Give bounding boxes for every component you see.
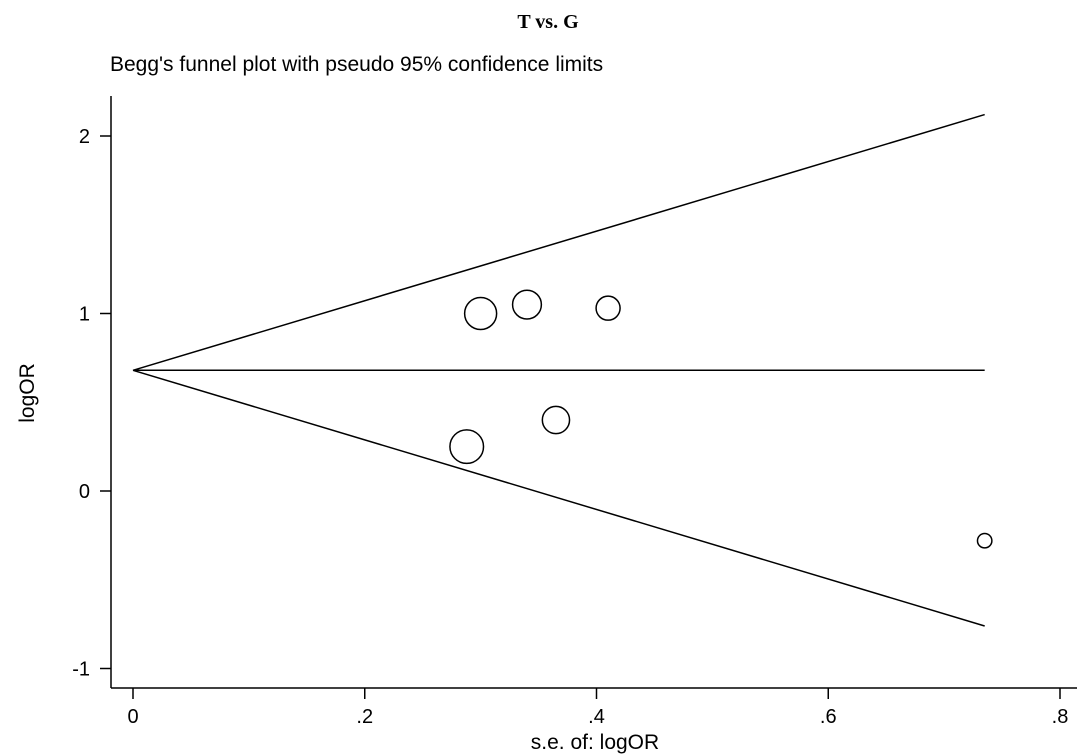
upper-confidence-limit (132, 113, 985, 372)
study-point-4 (449, 429, 485, 465)
chart-subtitle: Begg's funnel plot with pseudo 95% confi… (110, 53, 603, 76)
study-point-3 (541, 405, 571, 435)
x-axis-title: s.e. of: logOR (531, 731, 659, 754)
x-tick-label: .8 (1052, 706, 1069, 728)
x-tick-label: 0 (127, 706, 138, 728)
y-tick-label: 0 (79, 481, 90, 503)
lower-confidence-limit (132, 369, 985, 627)
study-points (449, 289, 993, 549)
x-tick-label: .4 (588, 706, 605, 728)
study-point-2 (595, 295, 621, 321)
x-tick-label: .2 (356, 706, 373, 728)
study-point-0 (463, 296, 498, 331)
x-tick-label: .6 (820, 706, 837, 728)
axes: -1 0 1 2 0 .2 .4 .6 .8 (72, 96, 1077, 728)
y-axis-title: logOR (16, 363, 39, 423)
funnel-lines (132, 113, 985, 627)
chart-title: T vs. G (517, 11, 579, 33)
y-tick-label: 1 (79, 304, 90, 326)
y-tick-label: 2 (79, 126, 90, 148)
study-point-1 (511, 289, 543, 320)
y-tick-label: -1 (72, 659, 90, 681)
study-point-5 (976, 532, 993, 549)
